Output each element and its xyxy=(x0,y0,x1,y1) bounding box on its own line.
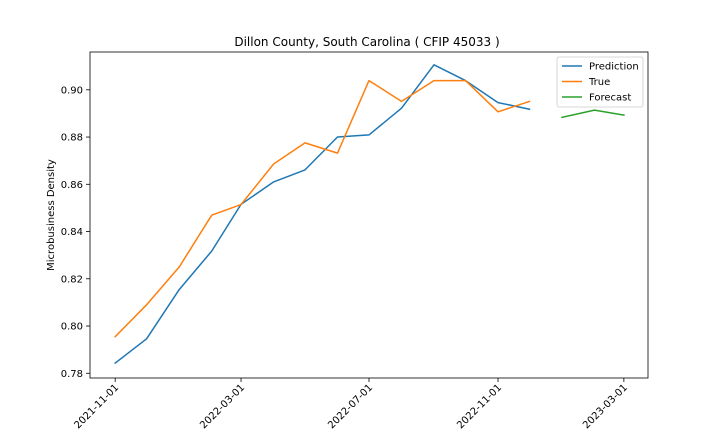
legend-label-true: True xyxy=(588,77,610,88)
y-tick-label: 0.82 xyxy=(61,274,83,285)
series-line-forecast xyxy=(561,109,625,119)
y-tick-label: 0.78 xyxy=(61,369,83,380)
y-axis-label: Microbusiness Density xyxy=(46,159,57,271)
legend-label-prediction: Prediction xyxy=(589,62,639,73)
plot-area: 0.78 0.80 0.82 0.84 0.86 0.88 0.90 2021-11-01 20… xyxy=(61,51,649,431)
y-tick-label: 0.90 xyxy=(61,85,83,96)
x-tick-label: 2021-11-01 xyxy=(72,382,121,431)
x-tick-label: 2022-11-01 xyxy=(455,382,504,431)
x-tick-label: 2023-03-01 xyxy=(581,382,630,431)
y-tick-label: 0.88 xyxy=(61,133,83,144)
legend-box xyxy=(556,56,644,108)
y-tick-label: 0.80 xyxy=(61,322,83,333)
axes-frame xyxy=(89,51,649,379)
y-tick-label: 0.86 xyxy=(61,180,83,191)
x-tick-label: 2022-03-01 xyxy=(198,382,247,431)
series-line-true xyxy=(114,79,531,338)
series-line-prediction xyxy=(114,64,531,365)
legend: Prediction True Forecast xyxy=(556,56,644,108)
x-tick-label: 2022-07-01 xyxy=(326,382,375,431)
chart-title: Dillon County, South Carolina ( CFIP 450… xyxy=(234,35,499,49)
y-tick-label: 0.84 xyxy=(61,227,83,238)
legend-label-forecast: Forecast xyxy=(589,93,631,104)
